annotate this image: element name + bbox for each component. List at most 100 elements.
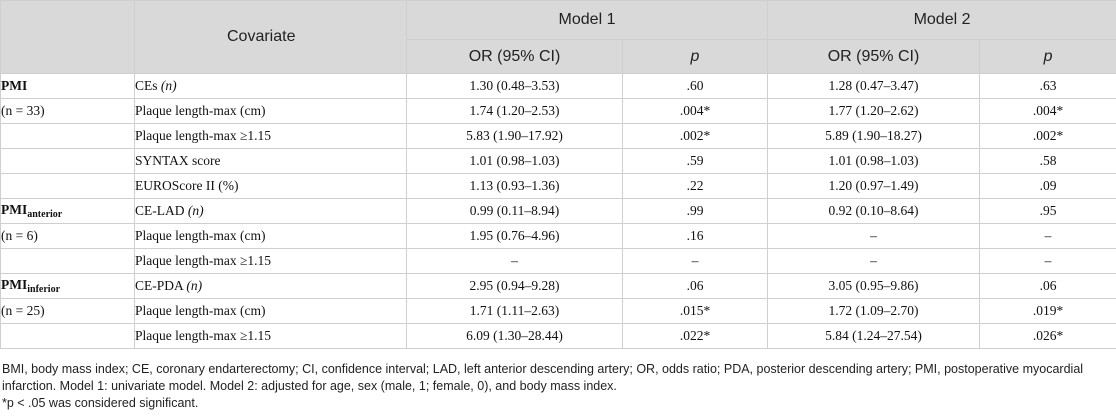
covariate-cell: Plaque length-max ≥1.15	[134, 248, 407, 274]
model1-or-header: OR (95% CI)	[406, 39, 623, 74]
model2-p-cell: .019*	[979, 298, 1116, 324]
table-row: PMIanterior CE-LAD (n) 0.99 (0.11–8.94) .99…	[0, 198, 1116, 224]
covariate-cell: Plaque length-max ≥1.15	[134, 123, 407, 149]
covariate-label: CE-PDA	[135, 278, 184, 293]
covariate-cell: CE-LAD (n)	[134, 198, 407, 224]
model1-p-cell: .99	[621, 198, 769, 224]
table-row: Plaque length-max ≥1.15 6.09 (1.30–28.44)…	[0, 323, 1116, 349]
model2-header: Model 2	[767, 0, 1116, 40]
group-header-cell	[0, 0, 135, 74]
model1-or-cell: 1.01 (0.98–1.03)	[406, 148, 623, 174]
model2-or-cell: 0.92 (0.10–8.64)	[767, 198, 981, 224]
model2-or-cell: –	[767, 223, 981, 249]
covariate-cell: SYNTAX score	[134, 148, 407, 174]
model1-or-cell: 1.30 (0.48–3.53)	[406, 73, 623, 99]
model1-p-cell: –	[621, 248, 769, 274]
group-label: PMI	[1, 277, 28, 292]
covariate-cell: Plaque length-max ≥1.15	[134, 323, 407, 349]
group-cell: (n = 6)	[0, 223, 135, 249]
model2-p-cell: .09	[979, 173, 1116, 199]
table-row: EUROScore II (%) 1.13 (0.93–1.36) .22 1.20 …	[0, 173, 1116, 199]
model2-p-cell: .95	[979, 198, 1116, 224]
table-row: SYNTAX score 1.01 (0.98–1.03) .59 1.01 (0.9…	[0, 148, 1116, 174]
model1-or-cell: 1.95 (0.76–4.96)	[406, 223, 623, 249]
model1-p-cell: .16	[621, 223, 769, 249]
model1-p-cell: .004*	[621, 98, 769, 124]
group-label: (n = 25)	[1, 303, 45, 318]
group-cell: PMIanterior	[0, 198, 135, 224]
table-row: Plaque length-max ≥1.15 5.83 (1.90–17.92)…	[0, 123, 1116, 149]
model1-p-cell: .002*	[621, 123, 769, 149]
group-cell: PMIinferior	[0, 273, 135, 299]
covariate-label: Plaque length-max ≥1.15	[135, 128, 272, 143]
table-row: Plaque length-max ≥1.15– – – –	[0, 248, 1116, 274]
group-label: PMI	[1, 78, 28, 93]
model2-or-header: OR (95% CI)	[767, 39, 981, 74]
covariate-label: Plaque length-max (cm)	[135, 303, 266, 318]
model1-or-cell: 5.83 (1.90–17.92)	[406, 123, 623, 149]
model1-p-cell: .022*	[621, 323, 769, 349]
group-label: PMI	[1, 202, 28, 217]
significance-note: *p < .05 was considered significant.	[2, 396, 199, 410]
group-cell: PMI	[0, 73, 135, 99]
group-cell	[0, 173, 135, 199]
covariate-label: Plaque length-max ≥1.15	[135, 328, 272, 343]
covariate-label: Plaque length-max (cm)	[135, 228, 266, 243]
model1-p-cell: .06	[621, 273, 769, 299]
covariate-suffix: (n)	[160, 78, 177, 93]
group-cell: (n = 33)	[0, 98, 135, 124]
model1-p-cell: .015*	[621, 298, 769, 324]
model2-or-cell: 1.77 (1.20–2.62)	[767, 98, 981, 124]
model1-or-cell: 1.13 (0.93–1.36)	[406, 173, 623, 199]
model2-or-cell: 1.72 (1.09–2.70)	[767, 298, 981, 324]
results-table: Covariate Model 1 Model 2 OR (95% CI) p …	[0, 0, 1116, 349]
covariate-label: CEs	[135, 78, 158, 93]
covariate-cell: Plaque length-max (cm)	[134, 98, 407, 124]
covariate-cell: Plaque length-max (cm)	[134, 223, 407, 249]
group-subscript: inferior	[27, 284, 61, 295]
model2-or-cell: 3.05 (0.95–9.86)	[767, 273, 981, 299]
group-label: (n = 33)	[1, 103, 45, 118]
model1-or-cell: 2.95 (0.94–9.28)	[406, 273, 623, 299]
model2-or-cell: 1.28 (0.47–3.47)	[767, 73, 981, 99]
model2-or-cell: 5.89 (1.90–18.27)	[767, 123, 981, 149]
covariate-cell: CEs (n)	[134, 73, 407, 99]
model2-or-cell: 5.84 (1.24–27.54)	[767, 323, 981, 349]
covariate-cell: CE-PDA (n)	[134, 273, 407, 299]
model2-p-cell: .63	[979, 73, 1116, 99]
table-row: PMIinferior CE-PDA (n) 2.95 (0.94–9.28) .06…	[0, 273, 1116, 299]
model2-p-cell: .026*	[979, 323, 1116, 349]
model2-p-cell: –	[979, 248, 1116, 274]
model1-p-header: p	[621, 39, 769, 74]
covariate-label: SYNTAX score	[135, 153, 221, 168]
group-cell	[0, 323, 135, 349]
model1-p-cell: .59	[621, 148, 769, 174]
table-row: (n = 25) Plaque length-max (cm) 1.71 (1.11…	[0, 298, 1116, 324]
covariate-header: Covariate	[134, 0, 407, 74]
model1-or-cell: 1.74 (1.20–2.53)	[406, 98, 623, 124]
covariate-label: CE-LAD	[135, 203, 185, 218]
results-body: PMI CEs (n) 1.30 (0.48–3.53) .60 1.28 (0.47–…	[0, 73, 1116, 349]
model2-p-header: p	[979, 39, 1116, 74]
model1-p-cell: .22	[621, 173, 769, 199]
covariate-suffix: (n)	[186, 278, 203, 293]
model2-p-cell: .06	[979, 273, 1116, 299]
model1-or-cell: 0.99 (0.11–8.94)	[406, 198, 623, 224]
group-cell	[0, 248, 135, 274]
model1-or-cell: –	[406, 248, 623, 274]
abbreviations-note: BMI, body mass index; CE, coronary endar…	[2, 362, 1084, 393]
group-cell: (n = 25)	[0, 298, 135, 324]
table-notes: BMI, body mass index; CE, coronary endar…	[2, 361, 1114, 412]
group-cell	[0, 123, 135, 149]
model2-p-cell: .58	[979, 148, 1116, 174]
model2-or-cell: 1.20 (0.97–1.49)	[767, 173, 981, 199]
group-cell	[0, 148, 135, 174]
model1-header: Model 1	[405, 0, 769, 40]
model2-or-cell: –	[767, 248, 981, 274]
covariate-cell: Plaque length-max (cm)	[134, 298, 407, 324]
table-row: (n = 33) Plaque length-max (cm) 1.74 (1.20…	[0, 98, 1116, 124]
model2-or-cell: 1.01 (0.98–1.03)	[767, 148, 981, 174]
covariate-label: Plaque length-max (cm)	[135, 103, 266, 118]
model1-or-cell: 1.71 (1.11–2.63)	[406, 298, 623, 324]
group-label: (n = 6)	[1, 228, 38, 243]
